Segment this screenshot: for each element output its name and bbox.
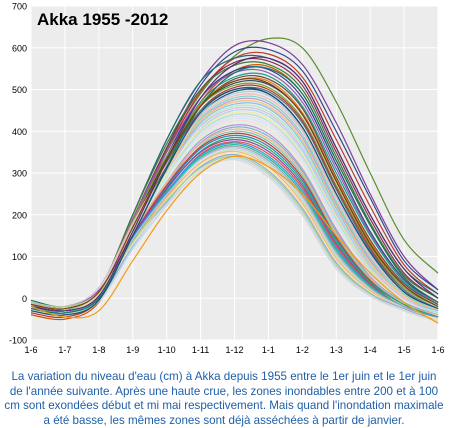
y-tick-label: 100 (12, 252, 27, 262)
x-tick-label: 1-12 (225, 345, 243, 355)
series-line (30, 78, 439, 310)
series-line (30, 157, 439, 322)
x-tick-label: 1-1 (262, 345, 275, 355)
x-tick-label: 1-2 (296, 345, 309, 355)
x-tick-label: 1-9 (126, 345, 139, 355)
series-line (30, 158, 439, 322)
y-tick-label: 400 (12, 127, 27, 137)
y-tick-label: 0 (22, 294, 27, 304)
series-layer (30, 37, 439, 324)
x-tick-label: 1-4 (364, 345, 377, 355)
series-line (30, 66, 439, 314)
x-tick-label: 1-11 (192, 345, 209, 355)
chart-svg: -100 0 100 200 300 400 500 600 700 1-6 1-7 1-8 1-9 1-… (9, 2, 445, 356)
series-line (30, 56, 439, 312)
chart-caption: La variation du niveau d'eau (cm) à Akka… (4, 370, 444, 427)
x-tick-label: 1-7 (58, 345, 71, 355)
x-tick-label: 1-8 (92, 345, 105, 355)
y-tick-label: 600 (12, 43, 27, 53)
y-tick-label: -100 (9, 336, 27, 346)
y-tick-label: 700 (12, 2, 27, 12)
series-line (30, 138, 439, 318)
x-tick-label: 1-6 (24, 345, 37, 355)
y-tick-label: 300 (12, 169, 27, 179)
y-tick-label: 500 (12, 85, 27, 95)
series-line (30, 155, 439, 324)
x-tick-label: 1-6 (431, 345, 444, 355)
chart-figure: -100 0 100 200 300 400 500 600 700 1-6 1-7 1-8 1-9 1-… (9, 2, 445, 356)
x-tick-label: 1-5 (398, 345, 411, 355)
series-line (30, 106, 439, 314)
y-tick-label: 200 (12, 210, 27, 220)
series-line (30, 87, 439, 316)
axis-layer: -100 0 100 200 300 400 500 600 700 1-6 1-7 1-8 1-9 1-… (9, 2, 445, 356)
chart-title: Akka 1955 -2012 (37, 10, 168, 29)
x-tick-label: 1-3 (330, 345, 343, 355)
x-tick-label: 1-10 (158, 345, 176, 355)
